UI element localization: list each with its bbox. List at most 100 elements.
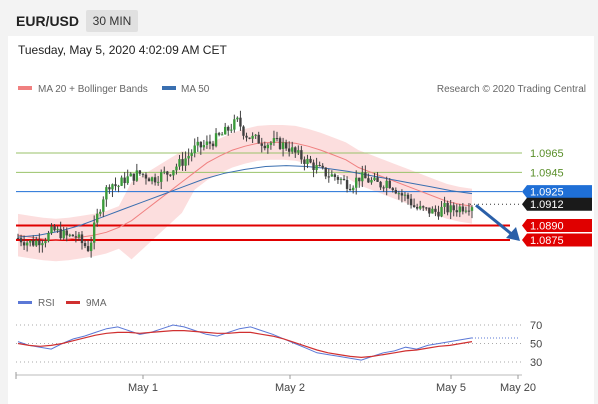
candle-body — [364, 172, 367, 179]
candle-body — [245, 135, 248, 138]
candle-body — [339, 178, 343, 180]
candle-body — [123, 177, 126, 184]
candle-body — [32, 240, 35, 246]
candle-body — [385, 180, 388, 188]
forecast-arrow-shaft — [475, 204, 515, 238]
rsi-level-label-30: 30 — [530, 357, 542, 369]
candle-body — [59, 228, 62, 239]
bollinger-band — [18, 124, 472, 262]
level-label-1.0912: 1.0912 — [530, 199, 564, 211]
candle-body — [455, 210, 458, 213]
level-tag-1.0890 — [522, 219, 592, 232]
candle-body — [269, 142, 273, 145]
candle-body — [135, 170, 139, 181]
credit-label: Research © 2020 Trading Central — [437, 84, 586, 95]
candle-body — [443, 202, 446, 207]
candle-body — [16, 238, 20, 240]
candle-body — [132, 173, 135, 181]
timeframe-badge[interactable]: 30 MIN — [86, 10, 138, 32]
candle-body — [309, 158, 312, 163]
candle-body — [44, 241, 47, 244]
candle-body — [242, 126, 245, 136]
candle-body — [102, 199, 105, 212]
candle-body — [62, 230, 65, 239]
candle-body — [254, 134, 257, 136]
candle-body — [172, 170, 175, 176]
candle-body — [22, 242, 26, 246]
candle-body — [434, 208, 437, 212]
candle-body — [190, 153, 193, 156]
x-tick-label: May 20 — [500, 382, 536, 394]
candle-body — [318, 165, 321, 167]
ma20-legend-label: MA 20 + Bollinger Bands — [38, 84, 148, 95]
candle-body — [239, 117, 242, 127]
candle-body — [348, 188, 352, 191]
candle-body — [400, 193, 404, 196]
level-label-1.0965: 1.0965 — [530, 148, 564, 160]
bollinger-band-area — [18, 124, 472, 262]
candle-body — [367, 178, 370, 183]
candle-body — [126, 176, 129, 184]
chart-datetime: Tuesday, May 5, 2020 4:02:09 AM CET — [18, 43, 227, 57]
candle-body — [397, 193, 401, 195]
level-tag-1.0925 — [522, 185, 592, 199]
candle-body — [233, 119, 236, 130]
candle-body — [312, 162, 315, 171]
candle-body — [220, 134, 224, 136]
candle-body — [217, 133, 221, 135]
candle-body — [415, 207, 419, 209]
x-tick-label: May 2 — [275, 382, 305, 394]
candle-body — [422, 206, 425, 208]
candle-body — [68, 234, 71, 236]
candle-body — [147, 178, 151, 182]
candle-body — [199, 141, 203, 148]
candle-body — [99, 211, 102, 214]
candle-body — [160, 172, 163, 182]
candle-body — [419, 206, 422, 209]
rsi-panel: 70 50 30 — [16, 320, 542, 369]
candle-body — [114, 184, 117, 187]
candle-body — [409, 198, 413, 206]
candle-body — [428, 207, 431, 214]
candle-body — [108, 187, 111, 190]
candle-body — [446, 202, 449, 213]
level-label-1.0890: 1.0890 — [530, 221, 564, 233]
candle-body — [25, 242, 29, 246]
price-levels — [16, 152, 522, 241]
candle-body — [327, 176, 330, 178]
candle-body — [467, 210, 471, 212]
x-tick-label: May 1 — [128, 382, 158, 394]
candle-body — [86, 246, 90, 252]
forecast-arrow — [475, 204, 520, 241]
candlesticks — [16, 110, 474, 258]
candle-body — [111, 184, 114, 190]
rsi-ma-legend-label: 9MA — [86, 298, 107, 309]
candle-body — [211, 143, 215, 147]
candle-body — [403, 194, 407, 196]
candle-body — [382, 187, 385, 189]
candle-body — [263, 145, 267, 149]
candle-body — [449, 205, 452, 213]
candle-body — [141, 173, 145, 175]
level-label-1.0875: 1.0875 — [530, 235, 564, 247]
candle-body — [202, 145, 206, 148]
candle-body — [452, 205, 455, 211]
candle-body — [19, 238, 23, 243]
level-tag-1.0875 — [522, 233, 592, 247]
candle-body — [303, 159, 306, 165]
candle-body — [166, 171, 169, 175]
candle-body — [83, 243, 87, 247]
candle-body — [355, 177, 358, 188]
candle-body — [248, 137, 251, 139]
candle-body — [351, 187, 355, 191]
candle-body — [458, 206, 462, 213]
candle-body — [153, 177, 157, 183]
candle-body — [71, 234, 75, 237]
candle-body — [28, 240, 32, 243]
candle-body — [278, 138, 282, 149]
candle-body — [184, 158, 187, 166]
candle-body — [266, 144, 270, 149]
rsi-legend-swatch — [18, 301, 32, 304]
